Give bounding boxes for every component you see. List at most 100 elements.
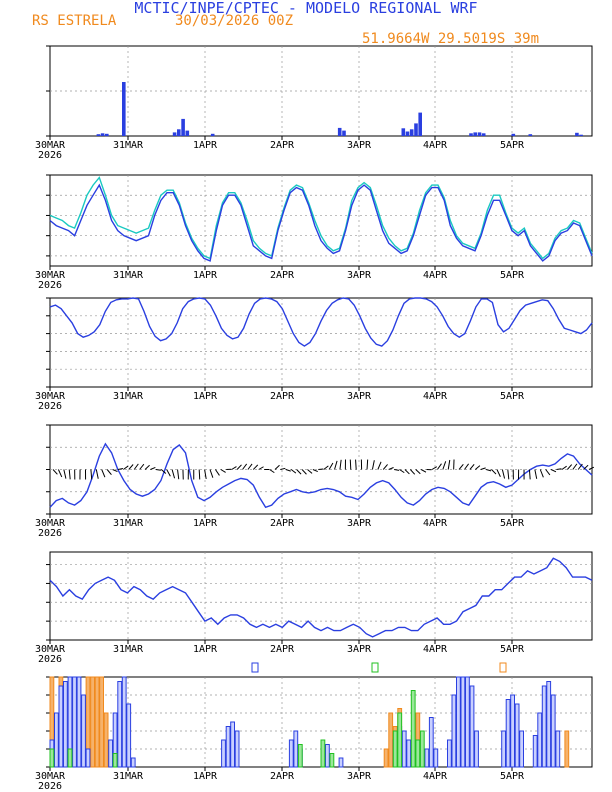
x-tick-label-clouds: 4APR: [423, 771, 448, 782]
x-tick-label-precip: 30MAR: [35, 140, 66, 151]
wind-barb: [399, 469, 405, 474]
series-line-temp-1: [49, 176, 593, 260]
wind-barb: [296, 469, 302, 475]
legend-swatch-1: [371, 662, 379, 673]
wind-barb: [561, 465, 567, 470]
x-tick-year-wind: 2026: [38, 528, 62, 539]
cloud-high-bar: [388, 712, 394, 768]
wind-barb: [394, 469, 400, 471]
cloud-low-bar: [514, 703, 520, 768]
x-tick-label-pres: 1APR: [193, 644, 218, 655]
x-tick-label-temp: 5APR: [500, 270, 525, 281]
wind-barb: [474, 465, 481, 470]
wind-barb: [415, 469, 421, 475]
wind-barb: [550, 469, 557, 473]
cloud-low-bar: [546, 681, 552, 768]
x-tick-label-clouds: 3APR: [347, 771, 372, 782]
cloud-low-bar: [501, 730, 507, 768]
wind-barb: [566, 464, 573, 470]
x-tick-label-temp: 30MAR: [35, 270, 66, 281]
precip-bar: [177, 129, 181, 137]
x-tick-label-clouds: 30MAR: [35, 771, 66, 782]
header-title: MCTIC/INPE/CPTEC - MODELO REGIONAL WRF: [134, 0, 477, 17]
wind-barb: [312, 469, 318, 473]
x-tick-label-temp: 1APR: [193, 270, 218, 281]
x-tick-label-pres: 4APR: [423, 644, 448, 655]
precip-bar: [469, 133, 473, 136]
header-run: 30/03/2026 00Z: [175, 13, 293, 29]
legend-swatch-0: [251, 662, 259, 673]
panel-frame-temp: [49, 174, 593, 267]
cloud-mid-bar: [410, 690, 416, 768]
x-tick-label-clouds: 5APR: [500, 771, 525, 782]
wind-barb: [63, 469, 67, 479]
x-tick-label-wind: 4APR: [423, 518, 448, 529]
cloud-high-bar: [564, 730, 570, 768]
wind-barb: [117, 467, 124, 470]
cloud-mid-bar: [49, 748, 55, 768]
wind-barb: [339, 459, 342, 470]
x-tick-label-clouds: 2APR: [270, 771, 295, 782]
cloud-low-bar: [532, 735, 538, 768]
precip-bar: [122, 82, 126, 136]
x-tick-label-pres: 5APR: [500, 644, 525, 655]
wind-barb: [501, 469, 506, 479]
x-tick-label-rh: 4APR: [423, 391, 448, 402]
precip-bar: [96, 134, 101, 136]
wind-barb: [123, 465, 129, 470]
wind-barb: [420, 469, 427, 473]
wind-barb: [583, 464, 589, 470]
cloud-low-bar: [108, 739, 113, 768]
x-tick-year-temp: 2026: [38, 280, 62, 291]
x-tick-label-precip: 1APR: [193, 140, 218, 151]
x-tick-label-wind: 30MAR: [35, 518, 66, 529]
wind-barb: [236, 464, 242, 470]
cloud-low-bar: [121, 676, 127, 768]
cloud-low-bar: [63, 681, 68, 768]
wind-barb: [247, 463, 253, 470]
wind-barb: [388, 467, 394, 470]
x-tick-label-precip: 4APR: [423, 140, 448, 151]
x-tick-label-temp: 2APR: [270, 270, 295, 281]
cloud-mid-bar: [297, 744, 303, 768]
cloud-low-bar: [338, 757, 344, 768]
precip-bar: [185, 130, 190, 136]
cloud-mid-bar: [392, 730, 398, 768]
wind-barb: [155, 469, 161, 471]
x-tick-label-wind: 31MAR: [113, 518, 144, 529]
precip-bar: [337, 127, 342, 136]
wind-barb: [447, 459, 451, 470]
wind-barb: [160, 469, 167, 474]
x-tick-year-rh: 2026: [38, 401, 62, 412]
wind-barb: [139, 463, 145, 470]
cloud-low-bar: [537, 712, 543, 768]
wind-barb: [572, 463, 578, 470]
x-tick-label-rh: 31MAR: [113, 391, 144, 402]
x-tick-label-precip: 5APR: [500, 140, 525, 151]
precip-bar: [579, 134, 583, 136]
cloud-low-bar: [221, 739, 226, 768]
cloud-mid-bar: [329, 753, 335, 768]
x-tick-label-temp: 31MAR: [113, 270, 144, 281]
wind-barb: [436, 463, 442, 470]
series-line-wind-0: [49, 442, 593, 509]
wind-barb: [355, 459, 357, 470]
x-tick-label-wind: 3APR: [347, 518, 372, 529]
wind-barb: [68, 469, 71, 480]
wind-barb: [90, 469, 93, 480]
x-tick-label-clouds: 1APR: [193, 771, 218, 782]
precip-bar: [473, 132, 477, 136]
x-tick-label-precip: 3APR: [347, 140, 372, 151]
precip-bar: [100, 133, 105, 136]
wind-barb: [328, 462, 334, 470]
cloud-low-bar: [451, 694, 457, 768]
precip-bar: [418, 112, 422, 136]
wind-barb: [252, 464, 259, 470]
precip-bar: [409, 129, 414, 137]
cloud-low-bar: [76, 676, 82, 768]
cloud-low-bar: [555, 730, 561, 768]
wind-barb: [57, 469, 63, 478]
series-line-rh-0: [49, 297, 593, 347]
